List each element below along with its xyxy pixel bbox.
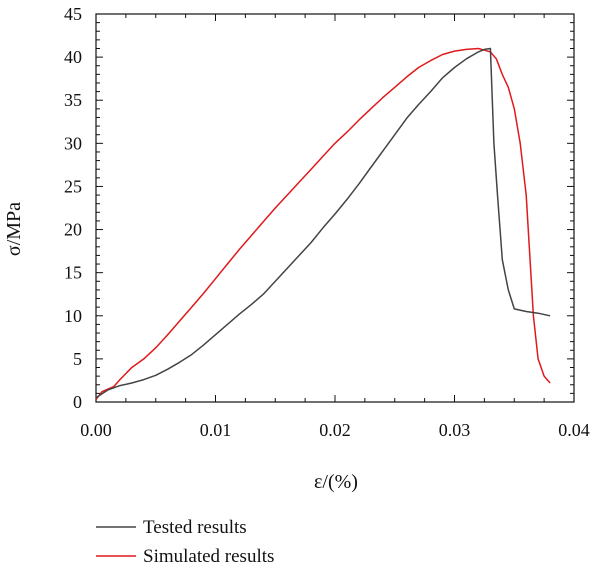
series-line-simulated <box>95 47 551 400</box>
y-tick-label: 30 <box>64 133 82 153</box>
y-tick-label: 45 <box>64 4 82 24</box>
legend: Tested results Simulated results <box>96 517 274 567</box>
x-axis-title: ε/(%) <box>314 471 358 493</box>
x-tick-label: 0.04 <box>558 420 590 440</box>
y-tick-label: 25 <box>64 176 82 196</box>
y-tick-label: 0 <box>73 392 82 412</box>
x-tick-label: 0.02 <box>319 420 351 440</box>
series-lines <box>95 47 551 400</box>
series-line-tested <box>95 47 551 399</box>
y-tick-label: 5 <box>73 349 82 369</box>
y-tick-label: 20 <box>64 220 82 240</box>
y-tick-label: 35 <box>64 90 82 110</box>
x-tick-label: 0.00 <box>80 420 112 440</box>
x-tick-label: 0.01 <box>200 420 232 440</box>
y-tick-label: 40 <box>64 47 82 67</box>
y-tick-label: 15 <box>64 263 82 283</box>
legend-label-simulated: Simulated results <box>143 546 274 567</box>
legend-label-tested: Tested results <box>143 517 247 538</box>
x-tick-label: 0.03 <box>439 420 471 440</box>
axis-ticks <box>95 13 575 403</box>
plot-frame <box>95 13 575 403</box>
plot-axes <box>95 13 575 403</box>
y-axis-title: σ/MPa <box>3 202 25 256</box>
tick-labels: 0.00 0.01 0.02 0.03 0.04 0 5 10 15 20 25 30 35 40 45 <box>64 4 590 440</box>
y-tick-label: 10 <box>64 306 82 326</box>
